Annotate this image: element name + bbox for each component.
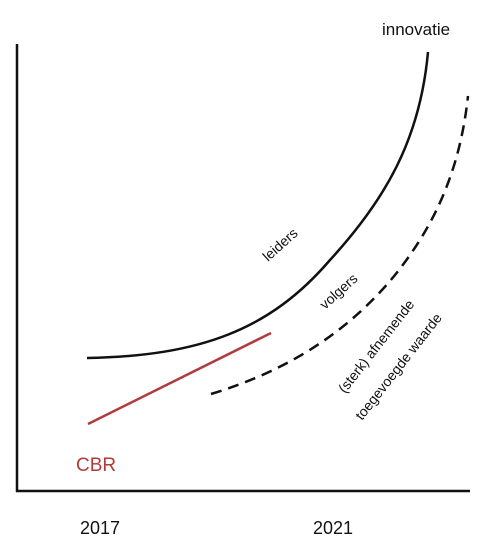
y-axis-label: innovatie	[382, 20, 450, 39]
declining-curve	[210, 95, 470, 396]
cbr-label: CBR	[76, 455, 116, 476]
leaders-label: leiders	[259, 225, 300, 264]
x-tick-2021: 2021	[313, 518, 353, 538]
leaders-curve	[86, 51, 430, 360]
cbr-line	[87, 331, 272, 426]
x-tick-2017: 2017	[80, 518, 120, 538]
followers-label: volgers	[316, 270, 360, 312]
